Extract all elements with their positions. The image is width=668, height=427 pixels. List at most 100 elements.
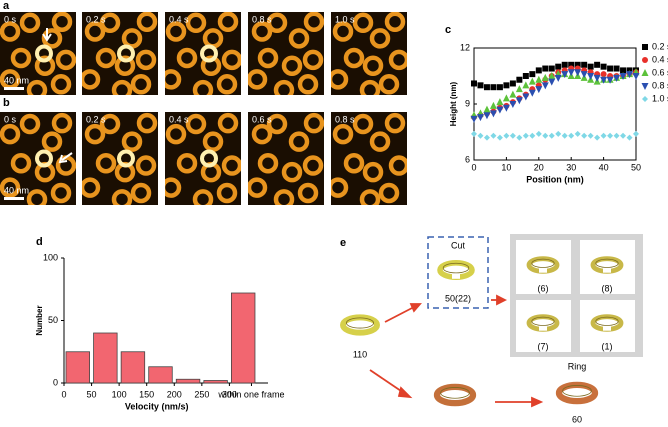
rings <box>82 12 158 95</box>
afm-frame: 0.4 s <box>165 12 241 95</box>
ring <box>388 155 407 176</box>
data-point <box>568 61 575 68</box>
bar <box>203 380 228 384</box>
data-point <box>502 104 510 112</box>
ring <box>165 123 187 145</box>
data-point <box>600 76 608 84</box>
data-point <box>594 61 601 68</box>
data-point <box>477 132 484 139</box>
bar <box>65 351 90 384</box>
data-point <box>489 101 497 109</box>
frame-time: 0.6 s <box>252 114 272 124</box>
frame-time: 0.4 s <box>169 114 189 124</box>
data-point <box>515 85 523 93</box>
data-point <box>574 69 582 77</box>
data-point <box>535 86 543 94</box>
data-point <box>522 81 530 89</box>
y-tick-label: 9 <box>465 98 470 108</box>
ring <box>248 177 268 198</box>
node-label: 50(22) <box>445 293 471 303</box>
ring <box>384 112 406 134</box>
ring <box>369 131 391 152</box>
data-point <box>548 72 556 79</box>
data-point <box>490 132 497 139</box>
bar <box>231 292 256 384</box>
ring-edge <box>531 258 555 268</box>
ring <box>281 161 303 183</box>
ring <box>251 21 273 42</box>
data-point <box>496 134 503 141</box>
scale-bar <box>4 197 24 200</box>
data-point <box>477 82 484 89</box>
ring <box>55 49 76 71</box>
ring <box>303 12 324 32</box>
ring <box>331 69 349 90</box>
data-point <box>483 84 490 91</box>
ring <box>34 55 56 76</box>
data-point <box>561 61 568 68</box>
ring <box>273 79 295 95</box>
ring <box>302 49 324 71</box>
ring <box>221 49 241 71</box>
ring-icon <box>555 381 599 405</box>
data-point <box>503 132 510 139</box>
x-tick-label: 20 <box>534 162 544 172</box>
ring-body <box>555 381 599 405</box>
y-tick-label: 100 <box>43 252 58 262</box>
data-point <box>502 94 510 102</box>
rings <box>165 12 241 95</box>
ring <box>165 69 182 90</box>
ring <box>41 28 63 49</box>
ring <box>10 152 32 174</box>
ring <box>257 152 279 174</box>
data-point <box>613 132 620 139</box>
diagram <box>369 234 643 408</box>
ring <box>332 21 354 42</box>
data-point <box>522 73 529 79</box>
cut-box <box>427 236 489 309</box>
ring <box>99 113 121 135</box>
ring <box>257 47 279 69</box>
ring-icon <box>433 383 477 407</box>
data-point <box>522 93 530 101</box>
ring <box>217 12 239 32</box>
data-point <box>593 74 601 82</box>
data-point <box>581 61 588 68</box>
node-label: Cut <box>451 240 466 250</box>
data-point <box>574 61 581 68</box>
legend-label: 0.2 s <box>652 41 668 51</box>
x-tick-label: 30 <box>566 162 576 172</box>
data-point <box>594 134 601 141</box>
legend-label: 1.0 s <box>652 93 668 103</box>
ring <box>378 182 400 204</box>
cell <box>516 300 571 352</box>
data-point <box>587 63 594 70</box>
node-label: (6) <box>538 283 549 293</box>
scale-bar-label: 40 nm <box>4 75 29 85</box>
arrow <box>58 152 73 164</box>
ring <box>111 79 133 95</box>
x-tick-label: 300 <box>222 389 237 399</box>
data-point <box>626 134 633 141</box>
data-point <box>587 73 595 80</box>
afm-frame: 0.4 s <box>165 112 241 205</box>
ring <box>121 131 143 152</box>
frame-time: 0.8 s <box>252 14 272 24</box>
frame-time: 0.8 s <box>335 114 355 124</box>
panel-label: c <box>445 24 451 36</box>
ring-bright <box>117 149 135 168</box>
ring-body <box>340 314 380 336</box>
ring <box>273 189 295 205</box>
x-tick-label: 200 <box>167 389 182 399</box>
ring <box>10 47 32 69</box>
data-point <box>607 65 614 72</box>
ring <box>136 12 158 32</box>
y-tick-label: 6 <box>465 154 470 164</box>
data-point <box>483 105 491 113</box>
ring <box>41 131 63 152</box>
data-point <box>490 84 497 91</box>
ring <box>0 177 21 198</box>
rings <box>248 12 324 95</box>
ring-edge <box>595 258 619 268</box>
afm-frame: 1.0 s <box>331 12 407 95</box>
